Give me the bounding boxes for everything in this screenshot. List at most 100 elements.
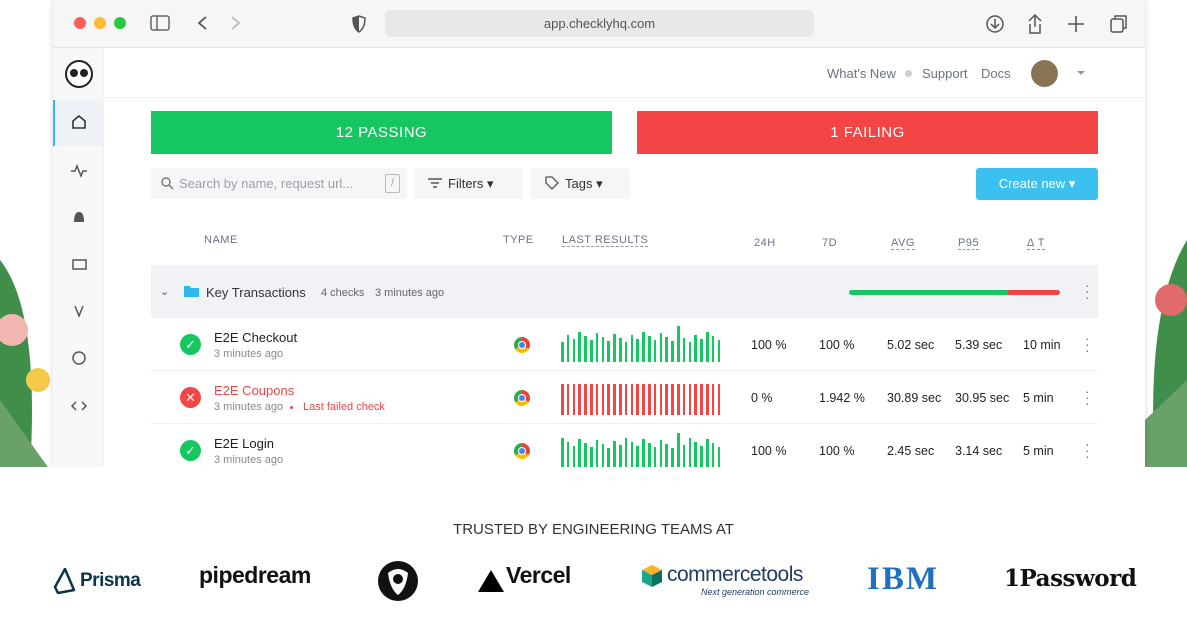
result-bar (717, 384, 721, 415)
result-bar (642, 439, 645, 468)
result-bar (636, 446, 639, 468)
result-bar (601, 384, 605, 415)
result-bar (688, 384, 692, 415)
column-header: Δ T (1027, 237, 1046, 250)
metric-cell: 5.02 sec (887, 338, 935, 352)
result-bar (584, 443, 587, 468)
check-row[interactable] (151, 318, 1098, 371)
result-bar (700, 339, 703, 362)
result-bar (636, 339, 639, 362)
filter-icon (428, 178, 442, 188)
result-bar (688, 342, 692, 362)
column-header: P95 (958, 237, 980, 250)
check-row[interactable] (151, 371, 1098, 424)
shield-icon (352, 15, 366, 33)
filters-label: Filters (448, 176, 484, 191)
passing-banner[interactable]: 12 PASSING (151, 111, 612, 154)
result-bar (648, 336, 651, 362)
result-bar (624, 342, 628, 362)
group-name: Key Transactions (206, 285, 306, 300)
check-name: E2E Coupons (214, 383, 295, 398)
nav-link[interactable]: What's New (827, 66, 896, 81)
search-icon (161, 177, 174, 190)
logo-ibm: IBM (867, 561, 939, 597)
collapse-caret[interactable]: ⌄ (160, 286, 170, 298)
nav-link[interactable]: Docs (981, 66, 1011, 81)
search-box[interactable]: Search by name, request url... / (151, 168, 407, 199)
result-bar (671, 341, 674, 362)
avatar[interactable] (1031, 60, 1058, 87)
metric-cell: 5.39 sec (955, 338, 1003, 352)
sidebar-icons[interactable] (53, 48, 104, 467)
result-bar (677, 326, 680, 362)
nav-link[interactable]: Support (922, 66, 968, 81)
check-updated: 3 minutes ago (214, 401, 284, 413)
metric-cell: 30.89 sec (887, 391, 942, 405)
prisma-icon (53, 568, 75, 594)
address-bar[interactable]: app.checklyhq.com (385, 10, 814, 37)
logo-pipedream: pipedream (199, 562, 311, 588)
result-bar (677, 433, 680, 468)
result-bar (630, 384, 634, 415)
commercetools-tagline: Next generation commerce (701, 587, 810, 597)
result-bar (590, 340, 593, 362)
logo-1password: 1Password (1004, 565, 1137, 592)
tags-button[interactable]: Tags ▾ (531, 168, 630, 199)
result-bar (595, 440, 599, 468)
result-bar (665, 384, 668, 415)
metric-cell: 2.45 sec (887, 444, 935, 458)
failing-banner[interactable]: 1 FAILING (637, 111, 1098, 154)
result-bar (706, 439, 709, 468)
tags-label: Tags (565, 176, 593, 191)
column-header: LAST RESULTS (562, 234, 649, 247)
passing-text: 12 PASSING (335, 124, 428, 141)
trusted-title: TRUSTED BY ENGINEERING TEAMS AT (453, 521, 734, 538)
status-icon: ✓ (180, 334, 201, 355)
check-name: E2E Checkout (214, 330, 298, 345)
result-bar (613, 441, 616, 468)
trusted-section (0, 467, 1187, 640)
group-pass-bar (849, 290, 1008, 295)
maximize-button[interactable] (114, 17, 126, 29)
result-bar (711, 443, 715, 468)
browser-actions[interactable] (985, 13, 1135, 35)
row-menu[interactable]: · · · (1085, 330, 1090, 358)
row-menu[interactable]: · · · (1085, 383, 1090, 411)
result-bar (566, 335, 570, 362)
decor-left (0, 260, 50, 470)
result-bar (572, 384, 576, 415)
result-bar (561, 438, 564, 468)
metric-cell: 100 % (819, 338, 855, 352)
group-fail-bar (1008, 290, 1060, 295)
metric-cell: 100 % (751, 444, 787, 458)
group-menu[interactable]: · · · (1085, 277, 1090, 305)
result-bar (578, 332, 581, 362)
dropdown-caret[interactable] (1077, 70, 1085, 76)
result-bar (601, 337, 605, 362)
nav-icons[interactable] (150, 14, 240, 34)
row-menu[interactable]: · · · (1085, 436, 1090, 464)
minimize-button[interactable] (94, 17, 106, 29)
result-bar (595, 384, 599, 415)
logo-emblem (378, 561, 418, 601)
create-button[interactable]: Create new ▾ (976, 168, 1098, 200)
result-bar (700, 384, 703, 415)
result-bar (659, 333, 663, 362)
failing-text: 1 FAILING (830, 124, 905, 141)
check-updated: 3 minutes ago (214, 454, 284, 466)
metric-cell: 30.95 sec (955, 391, 1010, 405)
result-bar (694, 335, 697, 362)
result-bar (653, 384, 657, 415)
result-bar (688, 438, 692, 468)
result-bar (607, 341, 610, 362)
separator-dot (290, 406, 293, 409)
close-button[interactable] (74, 17, 86, 29)
result-bar (572, 446, 576, 468)
check-name: E2E Login (214, 436, 274, 451)
metric-cell: 10 min (1023, 338, 1061, 352)
tag-icon (545, 176, 559, 190)
result-bar (624, 438, 628, 468)
app-header (104, 48, 1145, 98)
column-header: 7D (822, 237, 838, 249)
